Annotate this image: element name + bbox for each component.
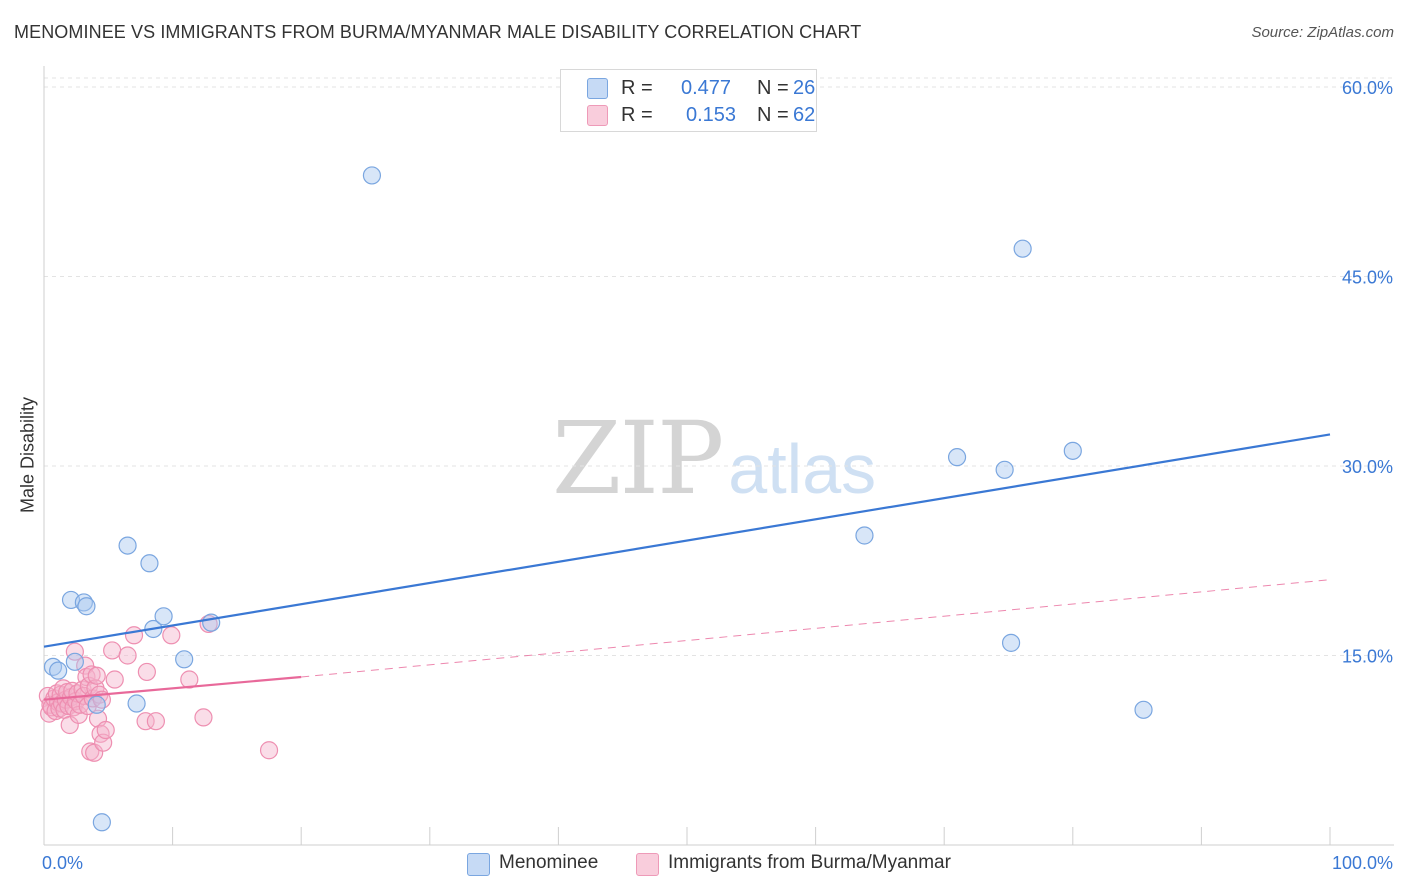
x-tick-label: 0.0%	[42, 853, 83, 873]
legend-label: Immigrants from Burma/Myanmar	[668, 852, 951, 873]
burma-point	[96, 720, 115, 740]
legend-n-label: N =	[757, 104, 789, 126]
legend-r-label: R =	[621, 77, 653, 99]
burma-point	[85, 743, 104, 762]
menominee-point	[154, 607, 173, 626]
watermark-zip: ZIP	[552, 400, 724, 517]
y-tick-label: 30.0%	[1342, 457, 1393, 477]
legend-swatch-blue	[467, 853, 490, 876]
y-tick-label: 45.0%	[1342, 268, 1393, 288]
legend-n-value: 26	[793, 77, 816, 99]
y-axis-label: Male Disability	[17, 396, 38, 514]
burma-point	[103, 641, 122, 660]
menominee-point	[140, 554, 159, 573]
correlation-legend: R = 0.477 N = 26 R = 0.153 N = 62	[560, 69, 817, 132]
legend-r-value: 0.153	[686, 104, 737, 126]
legend-r-label: R =	[621, 104, 653, 126]
menominee-point	[77, 597, 96, 616]
menominee-point	[87, 695, 106, 714]
chart-title: MENOMINEE VS IMMIGRANTS FROM BURMA/MYANM…	[14, 22, 862, 42]
burma-point	[180, 670, 199, 689]
burma-point	[136, 712, 155, 731]
legend-n-label: N =	[757, 77, 789, 99]
menominee-point	[995, 460, 1014, 479]
legend-label: Menominee	[499, 852, 599, 873]
menominee-point	[362, 166, 382, 185]
burma-point	[65, 642, 84, 661]
menominee-point	[92, 813, 111, 832]
y-tick-label: 15.0%	[1342, 647, 1393, 667]
menominee-trend-line	[43, 433, 1331, 648]
menominee-point	[118, 536, 137, 555]
menominee-point	[947, 448, 967, 467]
legend-swatch-blue	[587, 78, 608, 99]
burma-point	[146, 712, 165, 731]
menominee-point	[1063, 441, 1082, 460]
legend-swatch-pink	[636, 853, 659, 876]
burma-point	[124, 626, 144, 645]
legend-r-value: 0.477	[681, 77, 732, 99]
burma-point	[118, 646, 137, 665]
burma-trend-line	[43, 675, 302, 701]
menominee-point	[65, 652, 84, 671]
source-label: Source: ZipAtlas.com	[1251, 24, 1394, 41]
watermark: ZIPatlas	[552, 400, 876, 517]
burma-point	[105, 670, 124, 689]
menominee-point	[175, 650, 194, 669]
menominee-point	[127, 694, 146, 713]
menominee-point	[1001, 633, 1021, 652]
menominee-point	[1013, 239, 1032, 258]
x-tick-label: 100.0%	[1332, 853, 1393, 873]
menominee-point	[49, 661, 68, 680]
legend-swatch-pink	[587, 105, 608, 126]
menominee-point	[1134, 700, 1153, 719]
burma-point	[259, 741, 279, 760]
legend-n-value: 62	[793, 104, 816, 126]
burma-point	[194, 708, 213, 727]
burma-point	[162, 626, 181, 645]
burma-point	[60, 715, 79, 735]
menominee-point	[202, 613, 221, 632]
burma-point	[137, 662, 156, 682]
burma-point	[87, 666, 106, 685]
burma-trend-extension	[301, 579, 1331, 678]
menominee-point	[855, 526, 874, 545]
watermark-atlas: atlas	[728, 430, 877, 508]
y-tick-label: 60.0%	[1342, 78, 1393, 98]
